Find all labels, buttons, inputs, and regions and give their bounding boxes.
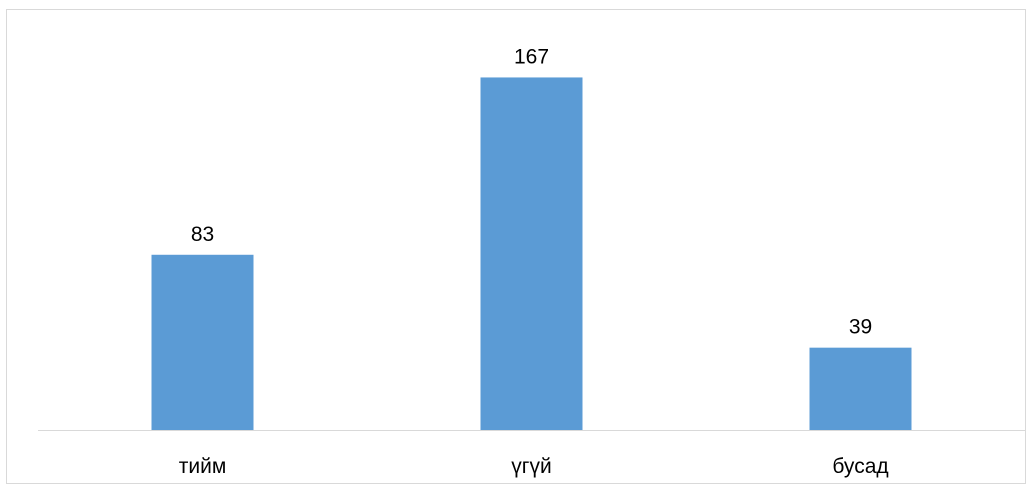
category-label-1: үгүй — [511, 455, 551, 478]
bars-group — [151, 77, 912, 430]
chart-area: 83 167 39 тийм үгүй бусад — [6, 9, 1026, 484]
category-label-0: тийм — [179, 455, 227, 478]
data-labels-group: 83 167 39 — [191, 45, 872, 338]
category-label-2: бусад — [832, 455, 888, 478]
data-label-1: 167 — [514, 45, 549, 68]
bar-1 — [480, 77, 583, 430]
category-labels-group: тийм үгүй бусад — [179, 455, 889, 478]
bar-0 — [151, 254, 254, 430]
bar-chart: 83 167 39 тийм үгүй бусад — [38, 45, 1025, 478]
data-label-2: 39 — [849, 316, 872, 339]
bar-2 — [809, 347, 912, 430]
data-label-0: 83 — [191, 223, 214, 246]
